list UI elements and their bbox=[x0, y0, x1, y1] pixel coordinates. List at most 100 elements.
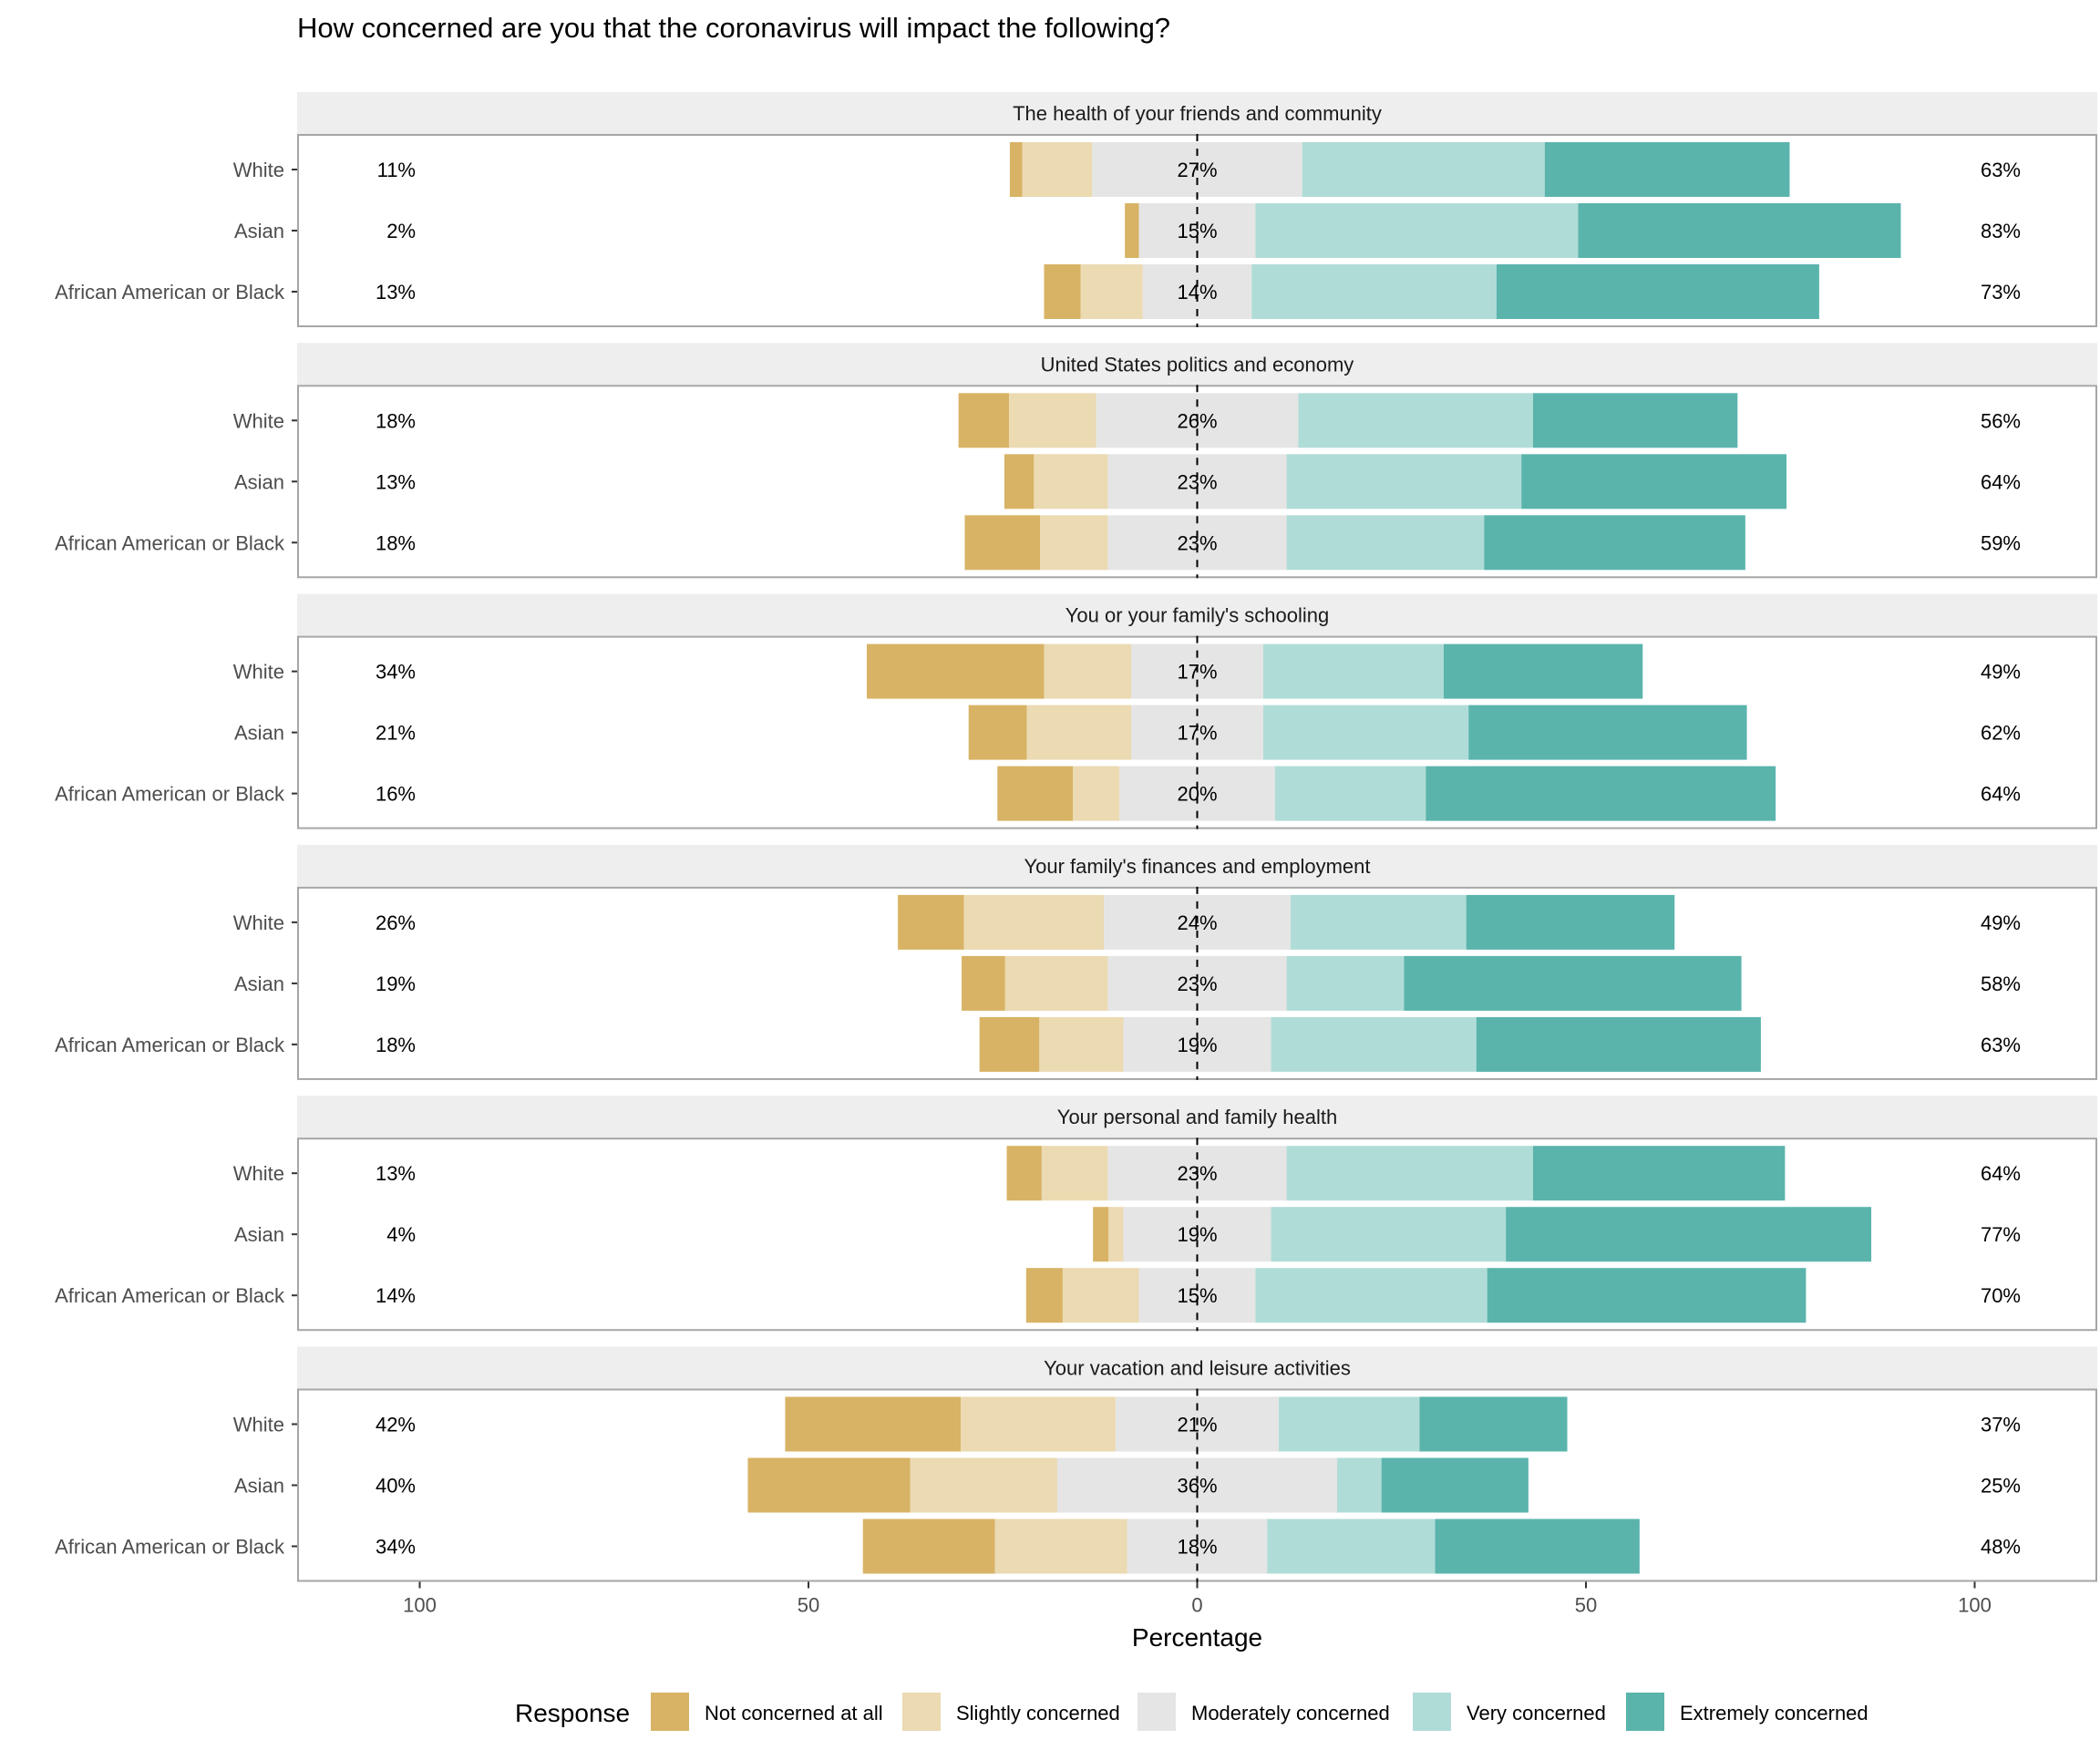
bar-segment bbox=[958, 393, 1010, 448]
bar-segment bbox=[1073, 766, 1120, 821]
bar-segment bbox=[1286, 1146, 1533, 1201]
panel: Your vacation and leisure activities Whit… bbox=[55, 1346, 2097, 1582]
panel-strip bbox=[297, 343, 2097, 386]
low-percent-label: 34% bbox=[376, 1536, 416, 1559]
x-axis-title: Percentage bbox=[1132, 1623, 1262, 1652]
legend-key bbox=[651, 1693, 689, 1731]
high-percent-label: 56% bbox=[1981, 409, 2021, 432]
low-percent-label: 18% bbox=[376, 409, 416, 432]
panel: United States politics and economy White 1… bbox=[55, 343, 2097, 579]
bar-segment bbox=[1298, 393, 1533, 448]
legend-label: Extremely concerned bbox=[1680, 1702, 1868, 1724]
bar-segment bbox=[1093, 1207, 1109, 1262]
low-percent-label: 11% bbox=[377, 159, 416, 181]
legend-label: Slightly concerned bbox=[956, 1702, 1120, 1724]
panel-strip bbox=[297, 1096, 2097, 1138]
low-percent-label: 34% bbox=[376, 661, 416, 684]
bar-segment bbox=[1004, 454, 1035, 510]
bar-segment bbox=[1004, 955, 1108, 1011]
panel: The health of your friends and community… bbox=[55, 92, 2097, 327]
bar-segment bbox=[1263, 643, 1444, 699]
high-percent-label: 63% bbox=[1981, 159, 2021, 181]
bar-segment bbox=[1274, 766, 1426, 821]
low-percent-label: 21% bbox=[376, 722, 416, 745]
high-percent-label: 37% bbox=[1981, 1414, 2021, 1436]
row-label: Asian bbox=[234, 220, 284, 242]
low-percent-label: 13% bbox=[376, 1162, 416, 1185]
bar-segment bbox=[1487, 1268, 1807, 1323]
panel-title: Your vacation and leisure activities bbox=[1044, 1357, 1351, 1380]
bar-segment bbox=[997, 766, 1074, 821]
row-label: White bbox=[233, 911, 284, 934]
bar-segment bbox=[1521, 454, 1787, 510]
row-label: White bbox=[233, 661, 284, 684]
panel-title: United States politics and economy bbox=[1041, 353, 1354, 376]
bar-segment bbox=[964, 515, 1041, 571]
high-percent-label: 77% bbox=[1981, 1223, 2021, 1246]
bar-segment bbox=[1443, 643, 1643, 699]
high-percent-label: 58% bbox=[1981, 973, 2021, 995]
row-label: Asian bbox=[234, 973, 284, 995]
high-percent-label: 49% bbox=[1981, 911, 2021, 934]
bar-segment bbox=[1419, 1396, 1568, 1452]
bar-segment bbox=[1426, 766, 1776, 821]
bar-segment bbox=[1271, 1016, 1477, 1072]
bar-segment bbox=[910, 1457, 1057, 1513]
legend-key bbox=[902, 1693, 941, 1731]
x-tick-label: 100 bbox=[1958, 1594, 1992, 1617]
bar-segment bbox=[1025, 1268, 1063, 1323]
bar-segment bbox=[747, 1457, 911, 1513]
bar-segment bbox=[1026, 705, 1131, 760]
bar-segment bbox=[1263, 705, 1469, 760]
bar-segment bbox=[1337, 1457, 1382, 1513]
legend-key bbox=[1626, 1693, 1664, 1731]
bar-segment bbox=[1381, 1457, 1529, 1513]
bar-segment bbox=[898, 894, 964, 950]
legend-label: Very concerned bbox=[1467, 1702, 1606, 1724]
low-percent-label: 18% bbox=[376, 1034, 416, 1056]
bar-segment bbox=[1108, 1207, 1124, 1262]
x-axis: 100 50 0 50 100 bbox=[403, 1581, 1992, 1617]
bar-segment bbox=[968, 705, 1027, 760]
row-label: White bbox=[233, 1414, 284, 1436]
row-label: African American or Black bbox=[55, 1034, 285, 1056]
legend-label: Moderately concerned bbox=[1191, 1702, 1390, 1724]
row-label: White bbox=[233, 409, 284, 432]
bar-segment bbox=[1044, 264, 1081, 319]
x-tick-label: 100 bbox=[403, 1594, 437, 1617]
bar-segment bbox=[1267, 1518, 1436, 1574]
bar-segment bbox=[1039, 1016, 1124, 1072]
bar-segment bbox=[1532, 1146, 1786, 1201]
high-percent-label: 64% bbox=[1981, 1162, 2021, 1185]
low-percent-label: 2% bbox=[386, 220, 416, 242]
row-label: African American or Black bbox=[55, 1284, 285, 1307]
panels: The health of your friends and community… bbox=[55, 92, 2097, 1582]
chart-title: How concerned are you that the coronavir… bbox=[297, 12, 1170, 44]
bar-segment bbox=[1476, 1016, 1761, 1072]
bar-segment bbox=[1062, 1268, 1139, 1323]
bar-segment bbox=[1041, 1146, 1108, 1201]
bar-segment bbox=[1496, 264, 1819, 319]
panel-strip bbox=[297, 1346, 2097, 1389]
bar-segment bbox=[1009, 393, 1096, 448]
bar-segment bbox=[1022, 142, 1093, 197]
panel-title: The health of your friends and community bbox=[1013, 102, 1382, 125]
low-percent-label: 13% bbox=[376, 470, 416, 493]
bar-segment bbox=[1435, 1518, 1640, 1574]
bar-segment bbox=[1125, 203, 1139, 258]
row-label: White bbox=[233, 1162, 284, 1185]
high-percent-label: 70% bbox=[1981, 1284, 2021, 1307]
row-label: Asian bbox=[234, 1475, 284, 1498]
row-label: Asian bbox=[234, 1223, 284, 1246]
row-label: White bbox=[233, 159, 284, 181]
bar-segment bbox=[1255, 1268, 1488, 1323]
low-percent-label: 18% bbox=[376, 531, 416, 554]
high-percent-label: 49% bbox=[1981, 661, 2021, 684]
bar-segment bbox=[1404, 955, 1742, 1011]
bar-segment bbox=[1468, 705, 1747, 760]
bar-segment bbox=[1286, 454, 1522, 510]
row-label: Asian bbox=[234, 722, 284, 745]
bar-segment bbox=[1009, 142, 1023, 197]
bar-segment bbox=[1466, 894, 1675, 950]
